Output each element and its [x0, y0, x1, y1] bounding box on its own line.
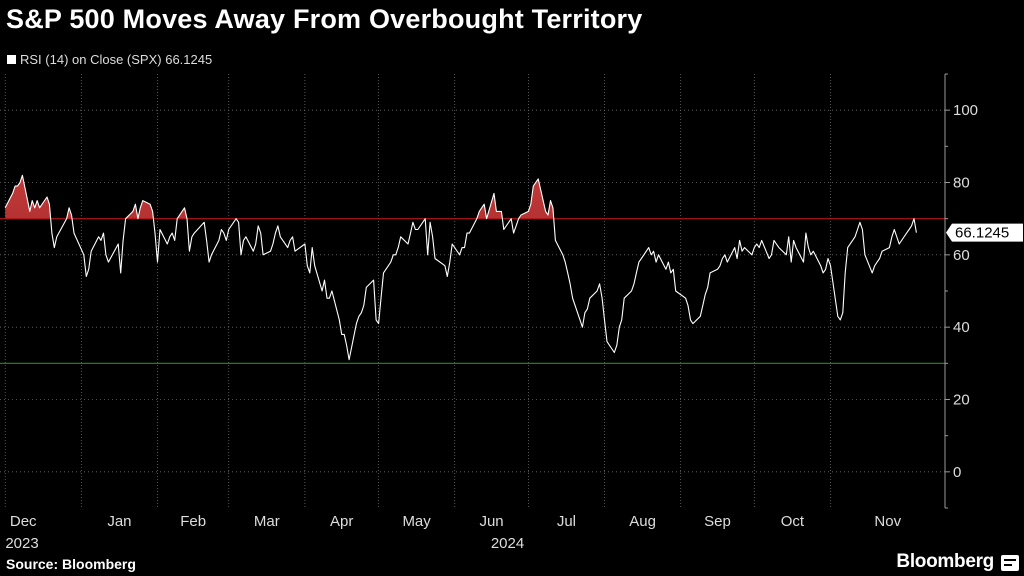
chart-title: S&P 500 Moves Away From Overbought Terri… [6, 4, 643, 34]
x-year-label: 2023 [5, 535, 38, 552]
x-tick-label: Mar [254, 513, 280, 530]
x-tick-label: Feb [180, 513, 206, 530]
x-tick-label: Nov [874, 513, 901, 530]
source-note: Source: Bloomberg [6, 556, 136, 572]
chart-legend: RSI (14) on Close (SPX) 66.1245 [7, 52, 212, 67]
last-value-box [946, 223, 1023, 242]
legend-label: RSI (14) on Close (SPX) 66.1245 [20, 52, 213, 67]
bloomberg-terminal-icon [1001, 555, 1019, 571]
x-tick-label: May [402, 513, 431, 530]
y-tick-label: 40 [953, 319, 970, 336]
x-tick-label: Aug [629, 513, 656, 530]
x-tick-label: Apr [330, 513, 353, 530]
legend-swatch [7, 55, 16, 64]
x-tick-label: Sep [704, 513, 731, 530]
x-tick-label: Jul [557, 513, 576, 530]
x-tick-label: Jun [479, 513, 503, 530]
x-year-label: 2024 [491, 535, 524, 552]
y-tick-label: 100 [953, 102, 978, 119]
rsi-line [4, 174, 917, 361]
x-tick-label: Oct [781, 513, 805, 530]
brand-logo: Bloomberg [896, 551, 994, 572]
y-tick-label: 60 [953, 247, 970, 264]
last-value-label: 66.1245 [955, 225, 1009, 242]
y-tick-label: 0 [953, 464, 961, 481]
y-tick-label: 20 [953, 392, 970, 409]
x-tick-label: Dec [10, 513, 37, 530]
overbought-area [5, 175, 554, 219]
y-tick-label: 80 [953, 175, 970, 192]
x-tick-label: Jan [107, 513, 131, 530]
